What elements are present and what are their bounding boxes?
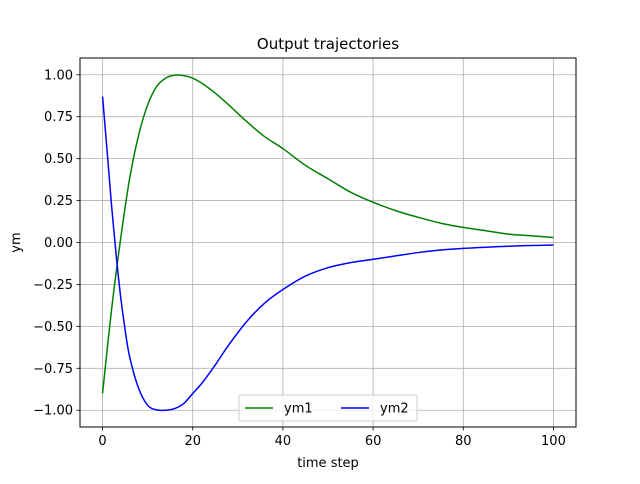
y-tick-label: 0.25: [44, 194, 73, 209]
series-line-ym2: [101, 96, 554, 412]
legend-label-ym1: ym1: [284, 402, 313, 417]
x-tick-label: 60: [365, 434, 382, 449]
y-tick-label: 1.00: [44, 68, 73, 83]
x-tick-label: 0: [98, 434, 106, 449]
series-line-ym1: [101, 74, 554, 394]
x-tick-label: 100: [541, 434, 566, 449]
legend-label-ym2: ym2: [380, 402, 409, 417]
y-tick-label: −0.25: [33, 278, 73, 293]
x-tick-label: 80: [455, 434, 472, 449]
y-tick-label: 0.50: [44, 152, 73, 167]
x-tick-label: 40: [275, 434, 292, 449]
grid-lines: [80, 58, 576, 427]
y-tick-label: −0.75: [33, 362, 73, 377]
series-layer: [101, 74, 554, 412]
y-tick-label: −1.00: [33, 404, 73, 419]
y-tick-label: −0.50: [33, 320, 73, 335]
y-axis-label: ym: [9, 232, 24, 252]
legend-box: [238, 394, 418, 422]
chart-title: Output trajectories: [257, 35, 399, 53]
legend: ym1 ym2: [238, 394, 418, 422]
y-tick-label: 0.00: [44, 236, 73, 251]
x-axis-label: time step: [297, 456, 359, 471]
y-tick-label: 0.75: [44, 110, 73, 125]
x-tick-label: 20: [184, 434, 201, 449]
axis-ticks: 0 20 40 60 80 100 −1.00 −0.75 −0.50 −0.25 0.00 0.25…: [33, 68, 566, 449]
